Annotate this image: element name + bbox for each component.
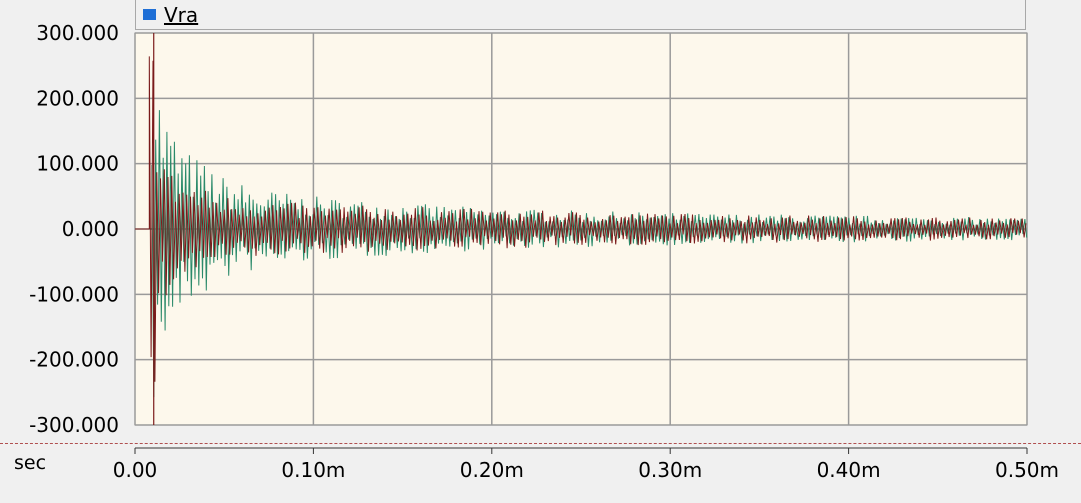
y-tick-label: 300.000 — [36, 21, 119, 45]
series-line-vra — [135, 56, 1027, 382]
y-tick-label: 200.000 — [36, 86, 119, 110]
x-tick-label: 0.50m — [995, 458, 1059, 482]
legend-swatch — [143, 9, 156, 20]
y-tick-label: -100.000 — [29, 282, 119, 306]
x-tick-label: 0.00 — [113, 458, 158, 482]
y-tick-label: -300.000 — [29, 413, 119, 437]
legend-label-vra[interactable]: Vra — [164, 3, 199, 27]
y-tick-label: 100.000 — [36, 152, 119, 176]
x-tick-label: 0.30m — [638, 458, 702, 482]
x-tick-label: 0.10m — [281, 458, 345, 482]
y-tick-label: -200.000 — [29, 348, 119, 372]
legend-bar: Vra — [135, 0, 1026, 30]
x-tick-label: 0.20m — [460, 458, 524, 482]
axis-divider — [0, 443, 1081, 444]
x-unit-label: sec — [14, 452, 47, 474]
x-tick-label: 0.40m — [817, 458, 881, 482]
y-tick-label: 0.000 — [62, 217, 119, 241]
